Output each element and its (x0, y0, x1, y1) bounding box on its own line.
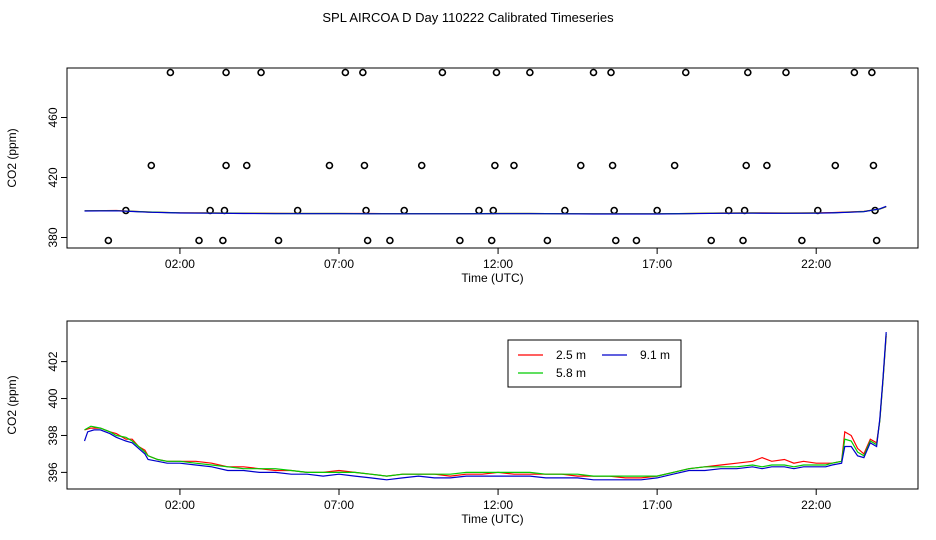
y-tick-label: 396 (46, 462, 60, 482)
top-panel-samples: 02:00 07:00 12:00 17:00 22:00 380 420 460 Time (… (5, 67, 919, 285)
sample-point (526, 68, 534, 77)
legend-box (507, 339, 682, 388)
sample-point (491, 161, 499, 170)
sample-point (611, 236, 620, 245)
x-axis-label: Time (UTC) (461, 512, 523, 526)
bottom-panel-timeseries: 02:00 07:00 12:00 17:00 22:00 396 398 400 402 Tim… (5, 320, 919, 526)
sample-point (707, 236, 716, 245)
sample-point (589, 68, 598, 77)
x-tick-label: 12:00 (483, 498, 513, 512)
sample-point (363, 236, 372, 245)
y-axis-label: CO2 (ppm) (5, 375, 19, 434)
sample-point (489, 206, 498, 215)
sample-point (831, 161, 840, 170)
sample-point (362, 206, 370, 215)
sample-point (576, 161, 585, 170)
sample-point (360, 161, 369, 170)
sample-point (438, 68, 447, 77)
sample-point (222, 161, 230, 170)
x-tick-label: 22:00 (801, 257, 831, 271)
series-line-9-1-mm (83, 332, 887, 481)
series-line-5-8-mm (84, 333, 887, 477)
sample-point (219, 236, 227, 245)
x-tick-label: 07:00 (324, 498, 354, 512)
sample-point (104, 236, 113, 245)
y-axis-label: CO2 (ppm) (5, 128, 19, 187)
x-tick-label: 02:00 (165, 257, 195, 271)
figure-title: SPL AIRCOA D Day 110222 Calibrated Times… (322, 10, 614, 25)
sample-point (610, 206, 618, 215)
y-tick-label: 420 (46, 167, 60, 187)
sample-point (456, 236, 464, 245)
sample-point (147, 161, 156, 170)
x-tick-label: 22:00 (801, 498, 831, 512)
series-line-2-5-mm (84, 335, 887, 479)
sample-point (739, 236, 747, 245)
sample-point (653, 206, 661, 215)
sample-point (872, 236, 881, 245)
sample-point (257, 68, 265, 77)
legend-label: 2.5 m (556, 348, 586, 362)
legend: 2.5 m 5.8 m 9.1 m (507, 339, 682, 388)
sample-point (166, 68, 175, 77)
sample-point (608, 161, 617, 170)
sample-point (359, 68, 367, 77)
sample-point (242, 161, 251, 170)
y-tick-label: 402 (46, 351, 60, 371)
sample-point (293, 206, 302, 215)
sample-point (743, 68, 752, 77)
x-tick-label: 17:00 (642, 257, 672, 271)
sample-point (274, 236, 283, 245)
x-tick-label: 12:00 (483, 257, 513, 271)
sample-point (607, 68, 615, 77)
x-tick-label: 17:00 (642, 498, 672, 512)
sample-point (742, 161, 751, 170)
sample-point (487, 236, 496, 245)
y-tick-label: 380 (46, 227, 60, 247)
sample-point (492, 68, 501, 77)
sample-point (510, 161, 518, 170)
sample-point (681, 68, 690, 77)
sample-point (400, 206, 409, 215)
plot-frame (66, 67, 919, 249)
sample-point (763, 161, 771, 170)
x-tick-label: 02:00 (165, 498, 195, 512)
sample-point (782, 68, 790, 77)
series-line-9-1-mm (84, 205, 887, 215)
sample-point (868, 68, 876, 77)
sample-point (561, 206, 569, 215)
sample-point (475, 206, 483, 215)
x-tick-label: 07:00 (324, 257, 354, 271)
sample-point (869, 161, 878, 170)
sample-point (632, 236, 641, 245)
legend-label: 5.8 m (556, 366, 586, 380)
y-tick-label: 398 (46, 425, 60, 445)
sample-point (543, 236, 552, 245)
x-axis-label: Time (UTC) (461, 271, 523, 285)
sample-point (850, 68, 859, 77)
y-tick-label: 460 (46, 107, 60, 127)
sample-point (195, 236, 203, 245)
sample-point (341, 68, 350, 77)
sample-point (386, 236, 394, 245)
sample-point (798, 236, 806, 245)
sample-point (417, 161, 426, 170)
sample-point (325, 161, 334, 170)
legend-label: 9.1 m (640, 348, 670, 362)
plot-frame (66, 320, 919, 490)
y-tick-label: 400 (46, 388, 60, 408)
sample-point (222, 68, 230, 77)
sample-point (670, 161, 679, 170)
